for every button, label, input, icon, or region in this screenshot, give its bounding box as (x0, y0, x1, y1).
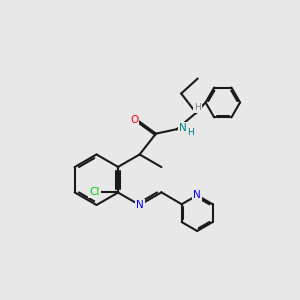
Text: O: O (130, 115, 138, 125)
Text: N: N (136, 200, 143, 210)
Text: H: H (187, 128, 194, 137)
Text: N: N (193, 190, 201, 200)
Text: N: N (179, 123, 187, 133)
Text: Cl: Cl (89, 188, 100, 197)
Text: H: H (194, 103, 201, 112)
